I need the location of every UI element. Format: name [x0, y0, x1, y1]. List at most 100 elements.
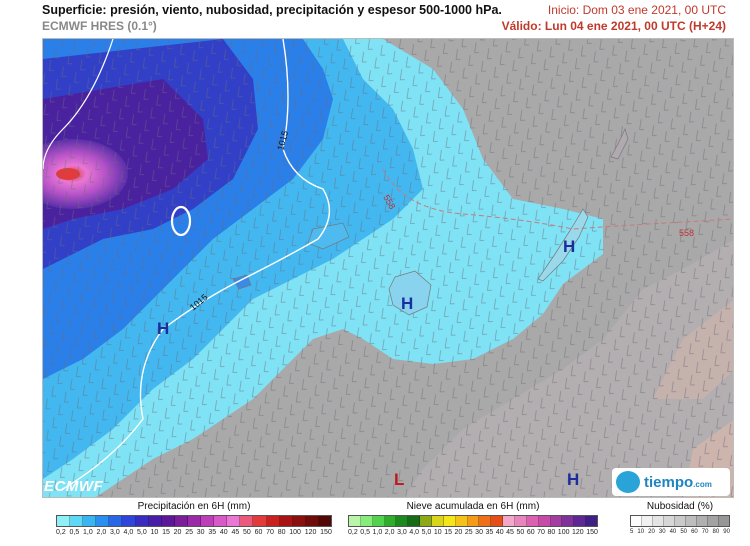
cloud-legend-tick: 70: [701, 529, 709, 535]
island-la-gomera: [232, 274, 252, 290]
precip-legend-swatch: [318, 516, 331, 526]
low-pressure-center: L: [394, 470, 404, 489]
precip-legend-swatch: [227, 516, 241, 526]
precip-legend-tick: 40: [219, 529, 228, 536]
snow-legend-tick: 10: [433, 529, 442, 536]
snow-legend-swatch: [420, 516, 433, 526]
precip-legend-tick: 25: [185, 529, 193, 536]
precip-legend-swatch: [292, 516, 306, 526]
precip-legend-tick: 120: [304, 529, 317, 536]
precip-legend-swatch: [266, 516, 280, 526]
precip-legend-swatch: [96, 516, 110, 526]
isobar-1015: [62, 39, 331, 490]
weather-map: 1015 1015 558 558 H H H H L: [42, 38, 734, 498]
snow-legend-swatch: [467, 516, 480, 526]
cloud-legend-tick: 50: [680, 529, 688, 535]
cloud-legend-title: Nubosidad (%): [646, 501, 714, 512]
cloud-legend-ticks: 5 10 20 30 40 50 60 70 80 90: [630, 529, 730, 535]
precip-legend-swatch: [57, 516, 71, 526]
snow-legend-tick: 45: [506, 529, 514, 536]
cloud-legend-swatch: [675, 516, 686, 526]
snow-legend-tick: 150: [586, 529, 598, 536]
snow-legend-swatch: [455, 516, 468, 526]
cloud-legend-tick: 60: [691, 529, 698, 535]
snow-legend-swatch: [538, 516, 551, 526]
precip-legend-tick: 35: [208, 529, 217, 536]
island-lanzarote: [610, 128, 629, 160]
cloud-legend-swatch: [719, 516, 729, 526]
snow-legend-tick: 35: [485, 529, 494, 536]
cloud-legend-tick: 80: [712, 529, 720, 535]
snow-legend-tick: 0,5: [360, 529, 370, 536]
snow-legend-swatch: [526, 516, 539, 526]
snow-legend-swatch: [360, 516, 373, 526]
snow-legend-tick: 0,2: [348, 529, 358, 536]
cloud-legend-tick: 90: [723, 529, 730, 535]
precip-legend-tick: 70: [266, 529, 274, 536]
cloud-legend-bar: [630, 515, 730, 527]
header-right: Inicio: Dom 03 ene 2021, 00 UTC Válido: …: [502, 2, 726, 34]
cloud-legend: Nubosidad (%) 5 10 20 30 40 50 60 70 80 90: [630, 500, 730, 544]
precip-legend-tick: 30: [196, 529, 205, 536]
precip-legend-swatch: [201, 516, 215, 526]
precip-legend-swatch: [305, 516, 319, 526]
precip-legend: Precipitación en 6H (mm) 0,2 0,5 1,0 2,0 3,0…: [56, 500, 332, 544]
snow-legend-swatch: [432, 516, 444, 526]
snow-legend-tick: 3,0: [397, 529, 407, 536]
snow-legend-swatch: [574, 516, 587, 526]
cloud-icon: [616, 471, 640, 493]
snow-legend-swatch: [396, 516, 409, 526]
snow-legend-tick: 25: [464, 529, 473, 536]
wind-barbs-layer: [43, 39, 733, 497]
snow-legend-swatch: [443, 516, 456, 526]
model-label: ECMWF HRES (0.1°): [42, 19, 157, 33]
high-pressure-center-2: H: [401, 294, 413, 313]
tiempo-logo-text: tiempo.com: [644, 473, 712, 491]
precip-legend-tick: 3,0: [110, 529, 120, 536]
precip-legend-tick: 100: [289, 529, 301, 536]
snow-legend-swatch: [372, 516, 385, 526]
cloud-legend-swatch: [686, 516, 697, 526]
cloud-legend-tick: 40: [669, 529, 677, 535]
tiempo-logo: tiempo.com: [612, 468, 730, 496]
snow-legend-tick: 50: [516, 529, 525, 536]
snow-legend-swatch: [491, 516, 504, 526]
island-fuerteventura: [537, 208, 589, 282]
precip-legend-swatch: [174, 516, 188, 526]
precip-legend-tick: 15: [162, 529, 170, 536]
island-gran-canaria: [388, 270, 432, 316]
precip-legend-tick: 80: [277, 529, 286, 536]
thickness-label-2: 558: [679, 228, 694, 238]
high-pressure-center-4: H: [567, 470, 579, 489]
snow-legend-tick: 5,0: [421, 529, 432, 536]
cloud-legend-tick: 20: [648, 529, 655, 535]
precip-legend-ticks: 0,2 0,5 1,0 2,0 3,0 4,0 5,0 10 15 20 25 30 35 40 45 50 6…: [56, 529, 332, 536]
snow-legend-swatch: [384, 516, 397, 526]
cloud-legend-swatch: [697, 516, 708, 526]
precip-legend-swatch: [70, 516, 84, 526]
island-tenerife: [307, 222, 350, 250]
precip-legend-swatch: [279, 516, 293, 526]
snow-legend-tick: 40: [495, 529, 504, 536]
precip-legend-swatch: [122, 516, 136, 526]
high-pressure-center-1: H: [563, 237, 575, 256]
snow-legend-title: Nieve acumulada en 6H (mm): [406, 501, 540, 512]
precip-legend-swatch: [161, 516, 175, 526]
cloud-legend-tick: 10: [637, 529, 645, 535]
isobar-north: [43, 39, 114, 170]
ecmwf-logo-text: ECMWF: [44, 478, 104, 495]
precip-legend-swatch: [187, 516, 202, 526]
snow-legend-tick: 80: [547, 529, 556, 536]
precip-legend-tick: 150: [320, 529, 332, 536]
cloud-legend-swatch: [642, 516, 653, 526]
precip-legend-swatch: [135, 516, 149, 526]
snow-legend-swatch: [586, 516, 598, 526]
precip-legend-bar: [56, 515, 332, 527]
snow-legend-swatch: [515, 516, 527, 526]
header-left: Superficie: presión, viento, nubosidad, …: [42, 2, 502, 34]
snow-legend-tick: 15: [444, 529, 452, 536]
precip-legend-tick: 4,0: [123, 529, 134, 536]
precip-legend-swatch: [214, 516, 228, 526]
cloud-legend-swatch: [664, 516, 675, 526]
snow-legend-tick: 120: [572, 529, 584, 536]
